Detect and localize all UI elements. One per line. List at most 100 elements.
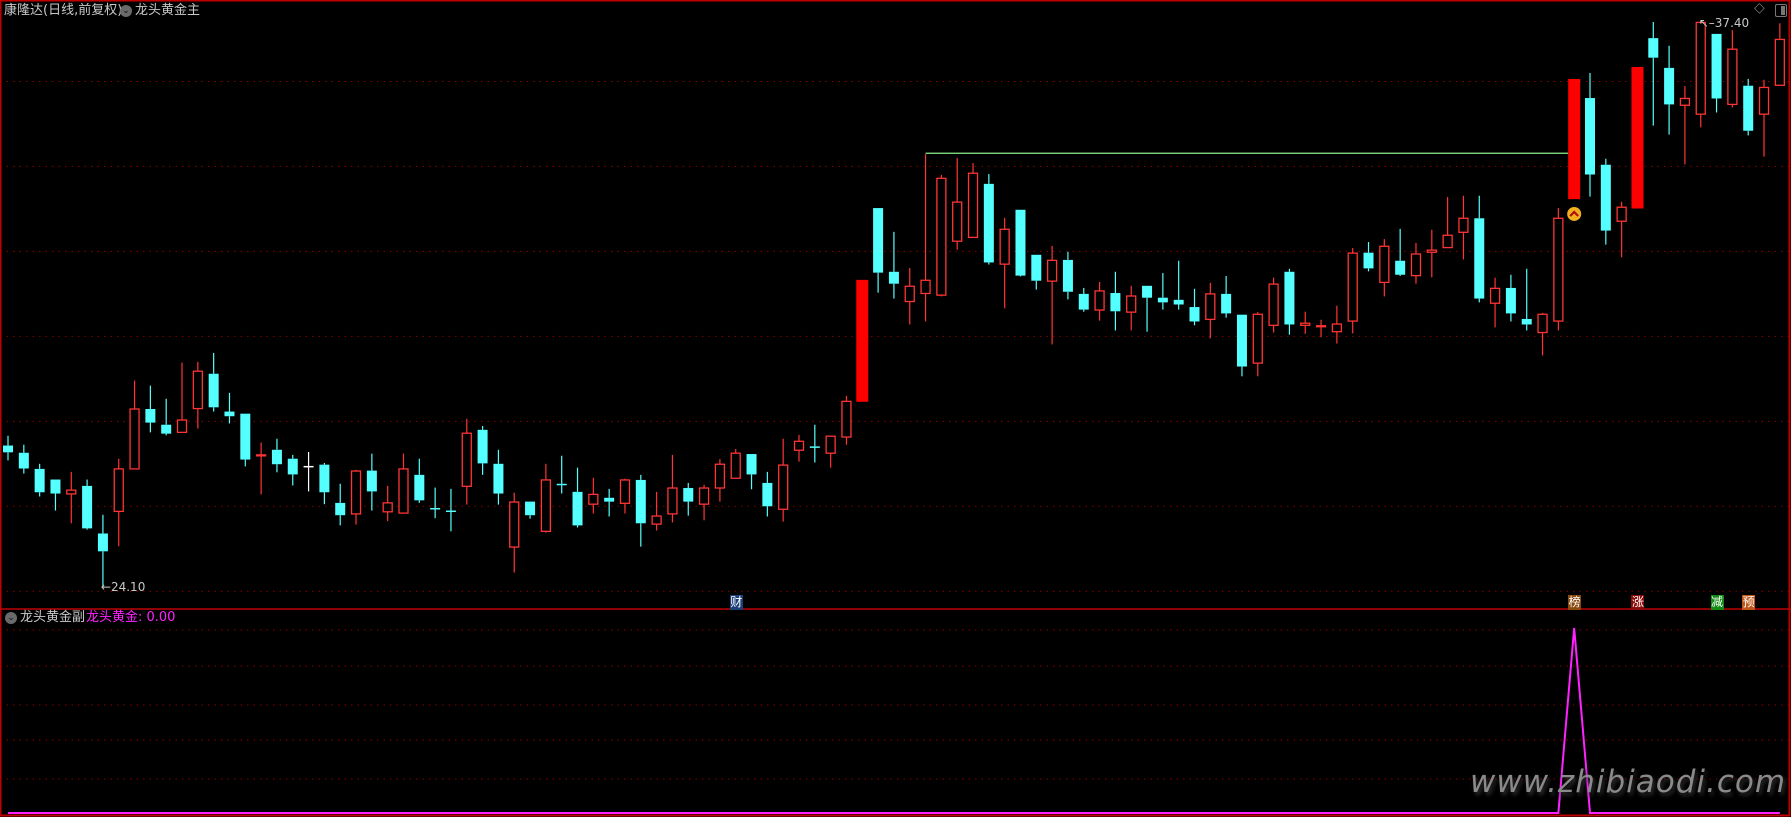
candle-body-up — [1315, 325, 1327, 328]
candle-body-down — [683, 488, 694, 502]
low-price-value: 24.10 — [110, 580, 146, 594]
candle — [287, 454, 298, 486]
candle-body-down — [604, 497, 615, 502]
candle-body-down — [1505, 287, 1516, 314]
candle-body-up — [667, 487, 678, 515]
signal-candle-body — [1568, 78, 1581, 200]
candle — [1585, 72, 1595, 197]
grid-lines — [0, 80, 1791, 780]
sub-indicator-name[interactable]: 龙头黄金副 — [20, 610, 86, 625]
candle-body-up — [825, 435, 836, 454]
signal-marker[interactable]: 预 — [1742, 595, 1756, 610]
high-price-label: ↖–37.40 — [1699, 16, 1749, 30]
candle — [1347, 248, 1358, 334]
main-indicator-name[interactable]: 龙头黄金主 — [135, 3, 201, 18]
candle — [667, 454, 678, 523]
candle-body-down — [1142, 285, 1153, 298]
candle-body-down — [1221, 293, 1232, 314]
candle-body-down — [1363, 252, 1374, 269]
candle-body-down — [366, 470, 377, 492]
candle-body-down — [1284, 271, 1295, 325]
candle-body-up — [952, 201, 963, 242]
candle — [145, 385, 156, 433]
candle-body-down — [1078, 293, 1089, 310]
candle-body-down — [445, 510, 456, 513]
candle — [113, 458, 124, 547]
candle-body-down — [1015, 209, 1026, 276]
signal-marker[interactable]: 财 — [729, 595, 743, 610]
candle — [461, 418, 472, 505]
signal-candle-body — [1631, 67, 1644, 209]
candle-body-up — [1458, 217, 1469, 233]
diamond-icon[interactable]: ◇ — [1754, 0, 1765, 16]
candle-body-up — [350, 470, 362, 515]
signal-marker[interactable]: 榜 — [1568, 595, 1582, 610]
candle — [1410, 242, 1422, 284]
candle — [1015, 209, 1026, 277]
candle — [1189, 288, 1200, 326]
candle-body-up — [66, 489, 77, 495]
candle-body-down — [556, 483, 567, 486]
signal-marker[interactable]: 涨 — [1631, 595, 1645, 610]
panel-toggle-icon[interactable] — [1775, 4, 1787, 17]
chevron-circle-icon[interactable]: ⌄ — [5, 612, 17, 624]
candle — [1173, 260, 1184, 310]
candle-body-up — [1205, 293, 1216, 321]
candle-body-down — [1600, 164, 1611, 231]
candle — [1236, 314, 1247, 377]
candle — [1142, 285, 1153, 332]
candle — [1505, 274, 1516, 322]
candle — [856, 279, 869, 402]
candle-body-down — [50, 479, 61, 494]
signal-marker[interactable]: 减 — [1710, 595, 1724, 610]
candle-body-up — [1331, 323, 1343, 333]
candle — [350, 469, 362, 525]
candle-body-up — [619, 479, 631, 504]
candle-body-down — [271, 449, 282, 465]
candle-body-up — [176, 419, 188, 434]
arrow-left-icon: ← — [100, 580, 111, 594]
candle — [509, 492, 520, 573]
candle-body-up — [129, 408, 140, 470]
candle — [904, 267, 915, 325]
candle-body-up — [714, 463, 726, 489]
candle-body-down — [1743, 85, 1754, 131]
low-price-label: ←24.10 — [101, 580, 145, 594]
candle — [1774, 23, 1785, 86]
candle — [1600, 158, 1611, 245]
candle — [841, 395, 852, 445]
candle-body-down — [762, 482, 773, 507]
candle — [271, 438, 282, 473]
candle — [1521, 268, 1532, 331]
candle — [762, 471, 773, 517]
candle — [493, 449, 504, 505]
signal-candle-body — [856, 279, 869, 402]
candle — [651, 491, 662, 531]
candle — [1553, 208, 1564, 331]
candle-body-up — [920, 279, 931, 295]
candle-body-down — [1062, 259, 1073, 292]
candle — [540, 463, 552, 533]
candle-body-down — [888, 271, 899, 284]
candle — [888, 231, 899, 299]
candle — [983, 174, 994, 265]
candle — [572, 467, 583, 528]
candle-body-up — [1758, 86, 1770, 115]
candle — [635, 474, 646, 547]
candle — [1727, 30, 1738, 108]
candle — [1537, 312, 1548, 356]
candle-body-up — [1695, 21, 1706, 115]
candle — [66, 471, 77, 524]
candle — [1648, 22, 1659, 126]
candle — [1205, 282, 1216, 339]
candle — [1252, 312, 1263, 377]
candle — [176, 362, 188, 434]
candle — [1046, 245, 1058, 345]
candles — [3, 21, 1785, 587]
chevron-circle-icon[interactable]: ⌄ — [120, 5, 132, 17]
candle — [382, 485, 393, 522]
candle — [208, 352, 219, 412]
candle — [192, 361, 203, 429]
candle-body-down — [873, 208, 884, 273]
